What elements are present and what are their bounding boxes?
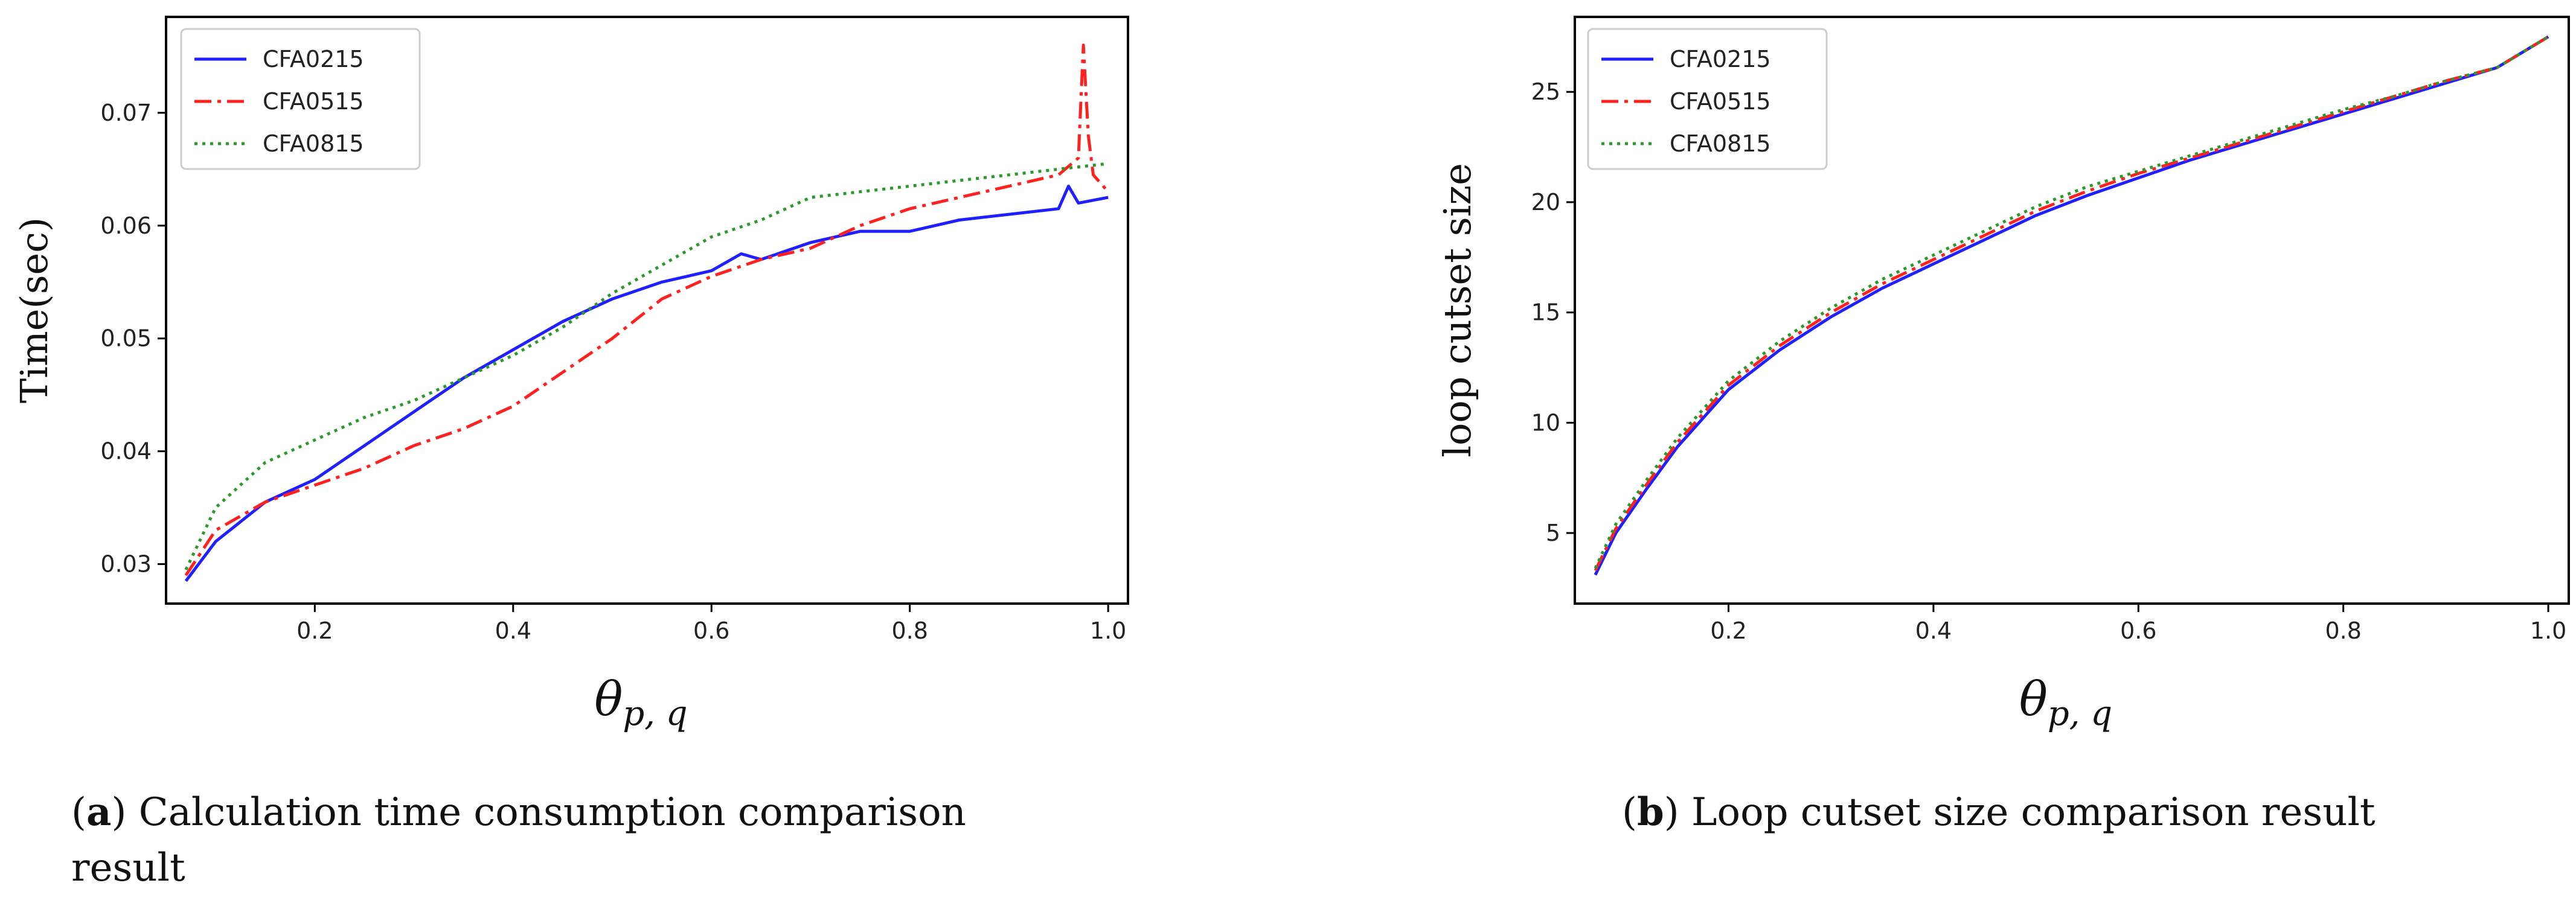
chart-a: 0.2 0.4 0.6 0.8 1.0 0.03 0.04 0.05 0.06 0.07 Time(… — [12, 16, 1129, 733]
y-tick-label: 10 — [1531, 409, 1560, 436]
caption-label: b — [1636, 789, 1664, 835]
figure-caption-a: (a) Calculation time consumption compari… — [71, 789, 966, 890]
y-tick-label: 0.03 — [100, 551, 152, 578]
y-axis-label: loop cutset size — [1435, 163, 1479, 458]
x-tick-label: 0.4 — [495, 617, 531, 644]
x-axis-label: θp, q — [594, 672, 687, 733]
legend-box — [180, 28, 421, 170]
figure-caption-b: (b) Loop cutset size comparison result — [1622, 789, 2376, 835]
x-tick-label: 0.2 — [1710, 617, 1746, 644]
y-tick-label: 15 — [1531, 299, 1560, 326]
plot-frame — [1574, 16, 2570, 605]
y-tick-label: 0.06 — [100, 212, 152, 239]
series-line-cfa0515 — [184, 43, 1110, 576]
legend-box — [1587, 28, 1828, 170]
x-tick-label: 0.8 — [2325, 617, 2361, 644]
legend-label: CFA0515 — [1670, 88, 1771, 115]
legend-label: CFA0215 — [1670, 46, 1771, 72]
x-tick-label: 0.6 — [2120, 617, 2156, 644]
y-tick-label: 5 — [1546, 520, 1560, 546]
chart-b: 0.2 0.4 0.6 0.8 1.0 5 10 15 20 25 loop cutset size… — [1435, 16, 2570, 733]
x-tick-label: 0.8 — [891, 617, 928, 644]
series-line-cfa0815 — [184, 162, 1109, 570]
series-line-cfa0215 — [184, 184, 1109, 582]
x-axis-label: θp, q — [2019, 672, 2112, 733]
legend-label: CFA0215 — [263, 46, 364, 72]
y-tick-label: 0.07 — [100, 100, 152, 126]
series-line-cfa0515 — [1594, 35, 2549, 572]
caption-label: a — [86, 789, 112, 835]
x-tick-label: 0.4 — [1915, 617, 1952, 644]
legend-label: CFA0815 — [263, 130, 364, 157]
x-tick-label: 0.2 — [296, 617, 333, 644]
legend: CFA0215 CFA0515 CFA0815 — [1587, 28, 1828, 170]
caption-text: Calculation time consumption comparison — [138, 790, 966, 835]
caption-text: result — [71, 846, 185, 890]
x-tick-label: 1.0 — [1090, 617, 1126, 644]
x-tick-label: 0.6 — [693, 617, 729, 644]
x-tick-label: 1.0 — [2530, 617, 2566, 644]
caption-text: Loop cutset size comparison result — [1691, 790, 2376, 835]
y-axis-label: Time(sec) — [12, 217, 56, 403]
series-line-cfa0815 — [1594, 35, 2549, 569]
y-tick-label: 20 — [1531, 189, 1560, 215]
legend: CFA0215 CFA0515 CFA0815 — [180, 28, 421, 170]
series-line-cfa0215 — [1594, 35, 2549, 576]
y-tick-label: 0.05 — [100, 325, 152, 352]
y-tick-label: 0.04 — [100, 438, 152, 465]
legend-label: CFA0815 — [1670, 130, 1771, 157]
legend-label: CFA0515 — [263, 88, 364, 115]
plot-frame — [165, 16, 1129, 605]
y-tick-label: 25 — [1531, 78, 1560, 105]
